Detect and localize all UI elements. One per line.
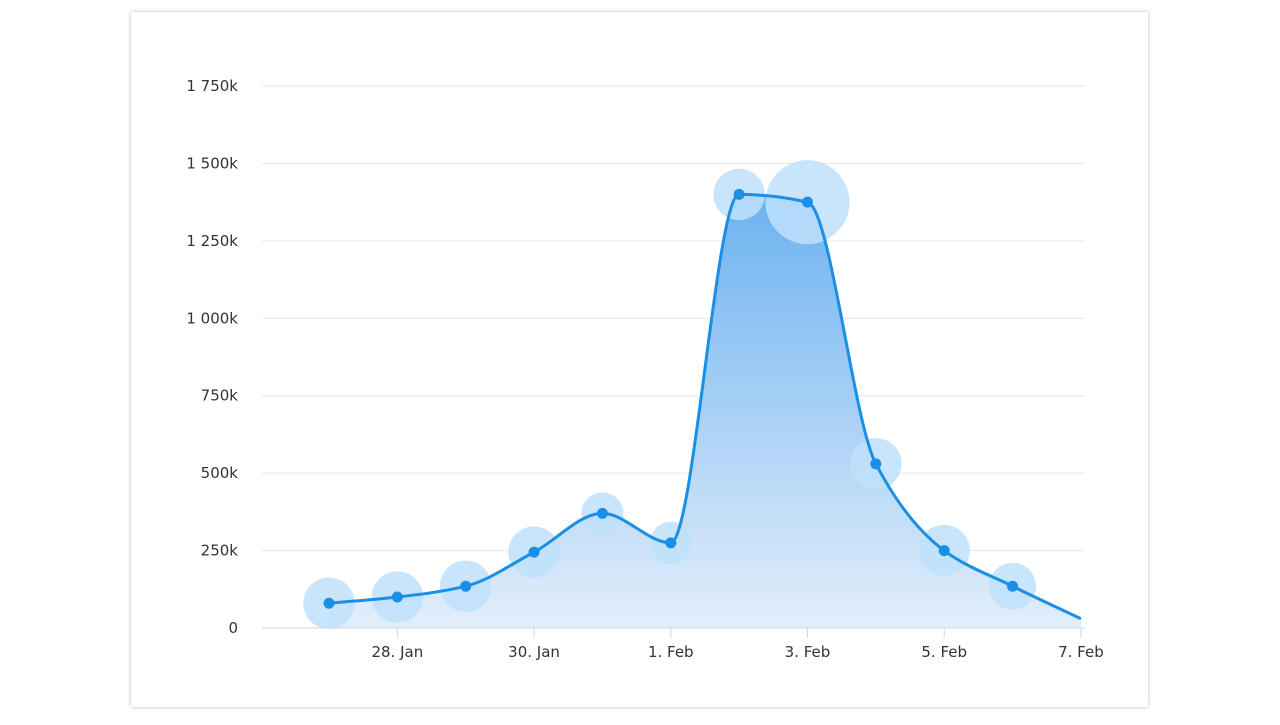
- data-point: [665, 537, 677, 549]
- data-point: [528, 546, 540, 558]
- data-point: [801, 196, 813, 208]
- x-axis: [262, 627, 1085, 638]
- x-tick-label: 3. Feb: [785, 643, 831, 661]
- bubbles: [303, 160, 1037, 629]
- y-axis-labels: 0 250k 500k 750k 1 000k 1 250k 1 500k 1 750k: [186, 77, 238, 637]
- y-tick-label: 0: [228, 619, 238, 637]
- y-tick-label: 1 250k: [186, 232, 238, 250]
- data-point: [938, 545, 950, 557]
- x-axis-labels: 28. Jan 30. Jan 1. Feb 3. Feb 5. Feb 7. Feb: [371, 643, 1103, 661]
- y-tick-label: 250k: [201, 542, 239, 560]
- y-tick-label: 1 750k: [186, 77, 238, 95]
- x-tick-label: 28. Jan: [371, 643, 423, 661]
- x-tick-label: 7. Feb: [1058, 643, 1104, 661]
- y-tick-label: 500k: [201, 464, 239, 482]
- y-tick-label: 1 500k: [186, 154, 238, 172]
- y-tick-label: 750k: [201, 387, 239, 405]
- data-point: [460, 580, 472, 592]
- series-line-path: [328, 192, 1082, 621]
- data-point: [733, 188, 745, 200]
- y-tick-label: 1 000k: [186, 309, 238, 327]
- data-point: [391, 591, 403, 603]
- area-fill: [328, 194, 1081, 628]
- x-tick-label: 5. Feb: [921, 643, 967, 661]
- series-line: [328, 192, 1082, 621]
- data-point: [1007, 580, 1019, 592]
- x-tick-label: 30. Jan: [508, 643, 560, 661]
- gridlines: [262, 85, 1085, 552]
- x-tick-label: 1. Feb: [648, 643, 694, 661]
- data-point: [596, 507, 608, 519]
- area-fill-path: [328, 194, 1081, 628]
- data-point: [870, 458, 882, 470]
- data-points: [323, 188, 1019, 609]
- data-point: [323, 597, 335, 609]
